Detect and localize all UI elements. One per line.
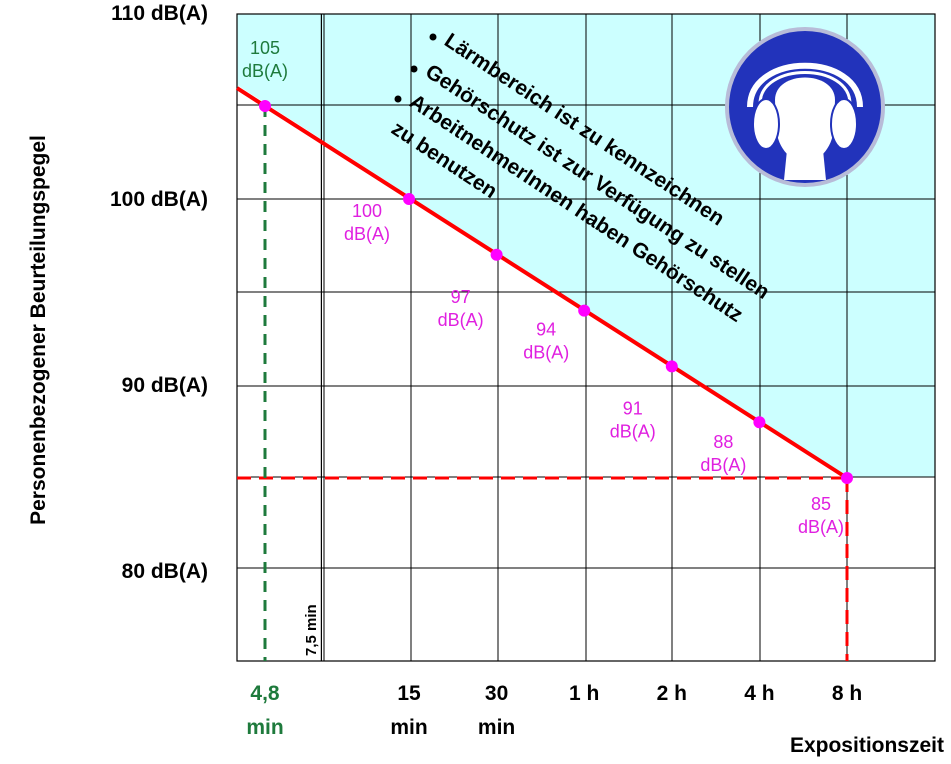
marker-94: [578, 304, 591, 317]
x-tick-unit-30: min: [478, 716, 515, 739]
note-bullet-3: [394, 95, 402, 103]
data-label-91: 91: [623, 398, 643, 418]
marker-97: [490, 248, 503, 261]
marker-88: [753, 416, 766, 429]
x-tick-labels: 4,8 min 15 min 30 min 1 h 2 h 4 h 8 h: [246, 682, 862, 739]
data-label-unit-85: dB(A): [798, 517, 844, 537]
data-label-unit-91: dB(A): [610, 421, 656, 441]
left-ear-cup: [752, 98, 780, 150]
data-label-unit-88: dB(A): [700, 455, 746, 475]
x-tick-120: 2 h: [657, 682, 687, 705]
data-label-85: 85: [811, 494, 831, 514]
y-axis-title: Personenbezogener Beurteilungspegel: [27, 135, 50, 525]
x-tick-60: 1 h: [569, 682, 599, 705]
exposure-limit-line: [235, 86, 849, 480]
x-tick-480: 8 h: [832, 682, 862, 705]
data-label-100: 100: [352, 201, 382, 221]
x-tick-30: 30: [485, 682, 508, 705]
note-bullet-2: [410, 65, 418, 73]
marker-100: [403, 193, 415, 205]
data-label-94: 94: [536, 320, 556, 340]
data-label-unit-105: dB(A): [242, 61, 288, 81]
y-tick-80: 80 dB(A): [122, 560, 208, 583]
annotation-7-5-min: 7,5 min: [303, 604, 320, 656]
note-bullet-1: [429, 33, 437, 41]
marker-91: [665, 360, 678, 373]
reference-lines: [237, 14, 849, 661]
right-ear-cup: [830, 98, 858, 150]
data-label-97: 97: [451, 287, 471, 307]
data-label-105: 105: [250, 38, 280, 58]
marker-85: [841, 472, 853, 484]
x-tick-4.8: 4,8: [250, 682, 280, 705]
x-tick-unit-15: min: [390, 716, 427, 739]
data-markers: [258, 100, 853, 484]
head-silhouette: [775, 77, 835, 162]
x-tick-15: 15: [397, 682, 421, 705]
neck: [784, 150, 826, 180]
data-label-unit-94: dB(A): [523, 343, 569, 363]
y-tick-90: 90 dB(A): [122, 374, 208, 397]
y-tick-100: 100 dB(A): [110, 188, 208, 211]
plot-frame: [236, 13, 936, 662]
data-label-88: 88: [713, 432, 733, 452]
y-tick-110: 110 dB(A): [111, 2, 208, 25]
data-label-unit-97: dB(A): [438, 310, 484, 330]
y-tick-labels: 110 dB(A) 100 dB(A) 90 dB(A) 80 dB(A): [110, 2, 208, 583]
ear-protection-mandatory-icon: [725, 27, 885, 187]
headband-outer: [747, 62, 863, 108]
data-label-unit-100: dB(A): [344, 224, 390, 244]
headband-inner: [758, 71, 852, 105]
marker-105: [258, 100, 271, 112]
x-axis-title: Expositionszeit: [790, 734, 944, 757]
x-tick-unit-4.8: min: [246, 716, 283, 739]
x-tick-240: 4 h: [744, 682, 774, 705]
data-labels: 105 dB(A) 100 dB(A) 97 dB(A) 94 dB(A) 91 dB(A) 88 d…: [242, 38, 844, 537]
